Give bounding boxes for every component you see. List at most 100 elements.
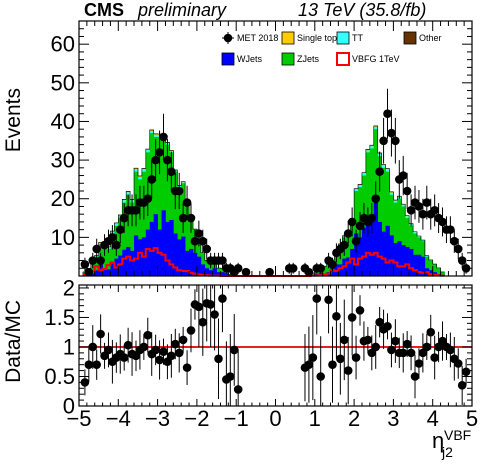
hist-bar [393, 202, 398, 276]
svg-text:η: η [432, 428, 444, 453]
ratio-point [229, 345, 239, 355]
ratio-point [84, 360, 94, 369]
hist-bar [102, 248, 107, 276]
hist-bar [373, 202, 379, 276]
hist-bar [381, 231, 386, 276]
y-tick-label: 2 [63, 275, 75, 300]
hist-bar [385, 171, 390, 276]
hist-bar [196, 256, 202, 276]
lumi-label: 13 TeV (35.8/fb) [298, 0, 426, 20]
hist-bar [149, 221, 155, 276]
data-point [218, 256, 227, 265]
ratio-point [182, 363, 192, 372]
ratio-point [355, 306, 365, 315]
ratio-point [119, 353, 129, 362]
data-point [182, 198, 192, 207]
data-point [143, 194, 153, 204]
hist-bar [440, 272, 445, 276]
hist-bar [102, 268, 107, 276]
hist-bar [110, 263, 115, 276]
legend-swatch [221, 52, 235, 66]
data-point [233, 263, 243, 273]
ratio-axis-ticks: −5 −4 −3 −2 −1 0 1 2 3 4 5 0 0.5 1 1.5 2 [44, 275, 478, 431]
data-point [159, 132, 168, 142]
data-point [343, 229, 353, 238]
ratio-point [155, 355, 164, 365]
y-tick-label: 0.5 [44, 364, 75, 389]
hist-bar [208, 270, 213, 276]
hist-bar [393, 243, 398, 276]
ratio-point [226, 372, 235, 381]
data-point [194, 229, 204, 238]
hist-bar [365, 216, 371, 276]
ratio-point [80, 378, 90, 387]
hist-bar [216, 272, 221, 276]
ratio-point [167, 351, 176, 361]
data-point [304, 267, 314, 277]
ratio-point [351, 353, 361, 362]
status-label: preliminary [137, 0, 227, 20]
hist-bar [361, 227, 367, 276]
x-tick-label: −1 [224, 406, 249, 431]
ratio-point [139, 342, 149, 352]
hist-bar [346, 233, 351, 276]
ratio-point [312, 294, 322, 303]
ratio-point [92, 360, 101, 369]
hist-bar [110, 233, 115, 276]
y-tick-label: 50 [51, 70, 75, 95]
legend-label: ZJets [297, 54, 320, 64]
y-tick-label: 60 [51, 32, 75, 57]
hist-bar [385, 225, 390, 276]
hist-bar [189, 218, 194, 276]
ratio-point [343, 366, 353, 375]
data-point [115, 225, 125, 234]
ratio-point [383, 322, 392, 331]
hist-bar [401, 206, 406, 276]
ratio-point [332, 311, 341, 321]
hist-bar [130, 250, 135, 276]
hist-bar [220, 268, 225, 276]
ratio-point [151, 345, 160, 355]
legend-item-other: Other [403, 31, 442, 45]
legend-item-zjets: ZJets [281, 52, 320, 66]
data-point [398, 171, 408, 180]
data-point [355, 221, 365, 231]
hist-bar [134, 235, 139, 276]
hist-bar [153, 136, 158, 276]
data-point [379, 136, 388, 146]
data-point [167, 167, 176, 176]
legend-item-tt: TT [336, 31, 363, 45]
hist-bar [338, 245, 343, 276]
x-tick-label: 5 [466, 406, 478, 431]
hist-bar [94, 270, 99, 276]
legend-label: VBFG 1TeV [352, 54, 400, 64]
y-tick-label: 0 [63, 394, 75, 419]
data-point [418, 209, 428, 219]
hist-bar [212, 268, 217, 276]
data-point [461, 263, 471, 273]
ratio-plot-background [79, 285, 472, 406]
hist-bar [122, 249, 127, 276]
hist-bar [377, 221, 382, 276]
ratio-point [339, 335, 349, 345]
legend-swatch [281, 52, 295, 66]
ratio-point [123, 340, 133, 350]
ratio-point [391, 336, 400, 346]
hist-bar [145, 229, 151, 276]
ratio-point [336, 354, 345, 364]
hist-bar [420, 256, 426, 276]
data-point [163, 155, 172, 165]
hist-bar [389, 235, 394, 276]
data-point [414, 202, 424, 211]
x-tick-label: −2 [184, 406, 209, 431]
hist-bar [346, 257, 351, 276]
data-point [422, 198, 432, 207]
legend-swatch [281, 31, 295, 45]
data-point [430, 206, 439, 215]
ratio-point [206, 300, 215, 309]
hist-bar [169, 219, 174, 276]
hist-bar [358, 237, 363, 276]
data-point [450, 236, 459, 246]
hist-bar [397, 241, 402, 276]
hist-bar [322, 266, 327, 276]
